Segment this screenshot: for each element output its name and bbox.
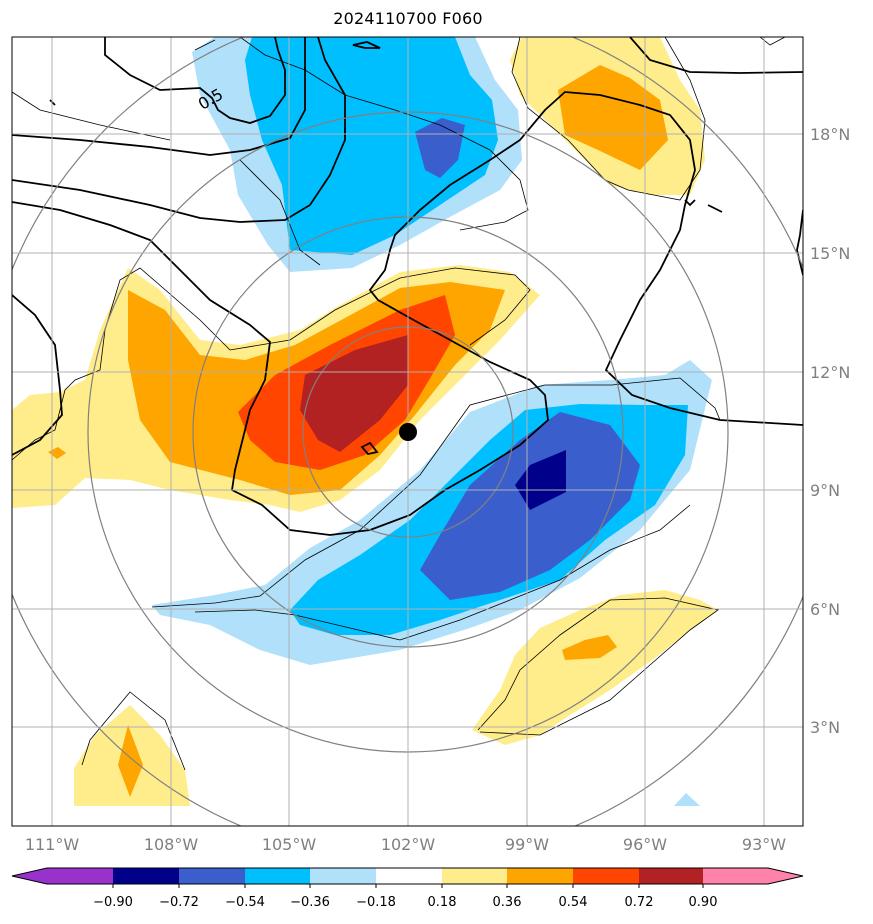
colorbar-segment [47, 868, 113, 884]
colorbar-extend-low [12, 868, 47, 884]
colorbar-outline [11, 867, 804, 885]
thin-contour-north [194, 37, 529, 231]
colorbar-segment [179, 868, 245, 884]
colorbar-tick-label: 0.18 [428, 895, 457, 910]
lon-tick-label: 102°W [381, 835, 436, 854]
contour-northwest-2 [12, 37, 306, 156]
contour-0.5-northwest [104, 37, 286, 124]
contour-west-loop [12, 294, 63, 456]
positive-region-southwest-036 [118, 725, 143, 797]
map-frame [11, 36, 804, 827]
colorbar-tick-label: −0.36 [290, 895, 330, 910]
colorbar-segment [113, 868, 179, 884]
lat-tick-label: 12°N [810, 363, 850, 382]
colorbar-tick-label: −0.54 [225, 895, 265, 910]
thin-contour-west [12, 267, 531, 461]
lon-tick-label: 108°W [144, 835, 199, 854]
colorbar: −0.90 −0.72 −0.54 −0.36 −0.18 0.18 0.36 … [11, 867, 804, 910]
colorbar-tick-label: −0.72 [159, 895, 199, 910]
lon-tick-label: 99°W [505, 835, 549, 854]
colorbar-tick-label: 0.90 [689, 895, 718, 910]
storm-center-marker [399, 423, 417, 441]
colorbar-segment [310, 868, 376, 884]
thin-contour-south-inner [194, 504, 691, 641]
filled-anomaly-regions [12, 37, 718, 806]
map-plot-area: 0.5 [12, 37, 803, 826]
colorbar-tick-label: 0.72 [625, 895, 654, 910]
thin-contours [12, 37, 786, 771]
lat-tick-label: 18°N [810, 125, 850, 144]
contour-ne-small [684, 199, 723, 213]
contour-central-trough [12, 91, 803, 536]
colorbar-extend-high [768, 868, 803, 884]
contour-northwest-3 [12, 37, 346, 223]
latitude-axis: 18°N 15°N 12°N 9°N 6°N 3°N [810, 125, 850, 737]
lon-tick-label: 111°W [25, 835, 80, 854]
colorbar-segment [442, 868, 507, 884]
longitude-axis: 111°W 108°W 105°W 102°W 99°W 96°W 93°W [25, 835, 786, 854]
thin-contour-north-west [12, 91, 321, 266]
lon-tick-label: 93°W [742, 835, 786, 854]
lat-tick-label: 6°N [810, 600, 840, 619]
thin-contour-northeast [511, 37, 706, 201]
thin-contour-southeast [477, 597, 719, 736]
map-title: 2024110700 F060 [333, 9, 483, 28]
positive-region-southeast-018 [472, 590, 718, 745]
lon-tick-label: 105°W [262, 835, 317, 854]
lat-tick-label: 9°N [810, 481, 840, 500]
thin-contour-southwest [81, 691, 186, 771]
colorbar-segment [376, 868, 442, 884]
colorbar-segment [507, 868, 573, 884]
thin-contour-south-band [151, 377, 721, 608]
colorbar-segment [573, 868, 639, 884]
thin-contour-top-right [759, 37, 786, 46]
colorbar-segment [703, 868, 768, 884]
colorbar-tick-label: 0.54 [559, 895, 588, 910]
contour-east-right [796, 209, 803, 276]
negative-region-north-072 [415, 118, 465, 178]
lon-tick-label: 96°W [623, 835, 667, 854]
colorbar-segment [639, 868, 703, 884]
positive-region-northeast-036 [558, 65, 668, 170]
colorbar-segment [245, 868, 310, 884]
contour-northeast-right [629, 37, 803, 74]
thick-contours [12, 37, 803, 536]
lat-tick-label: 15°N [810, 244, 850, 263]
negative-region-southeast-036 [674, 793, 700, 806]
negative-region-north-054 [245, 37, 498, 255]
colorbar-tick-label: −0.18 [356, 895, 396, 910]
colorbar-tick-label: −0.90 [93, 895, 133, 910]
lat-tick-label: 3°N [810, 718, 840, 737]
contour-top-loop [352, 41, 381, 49]
negative-region-south-090 [515, 450, 566, 510]
positive-region-southeast-036 [562, 635, 617, 660]
colorbar-tick-label: 0.36 [493, 895, 522, 910]
contour-small-loop [360, 441, 379, 455]
